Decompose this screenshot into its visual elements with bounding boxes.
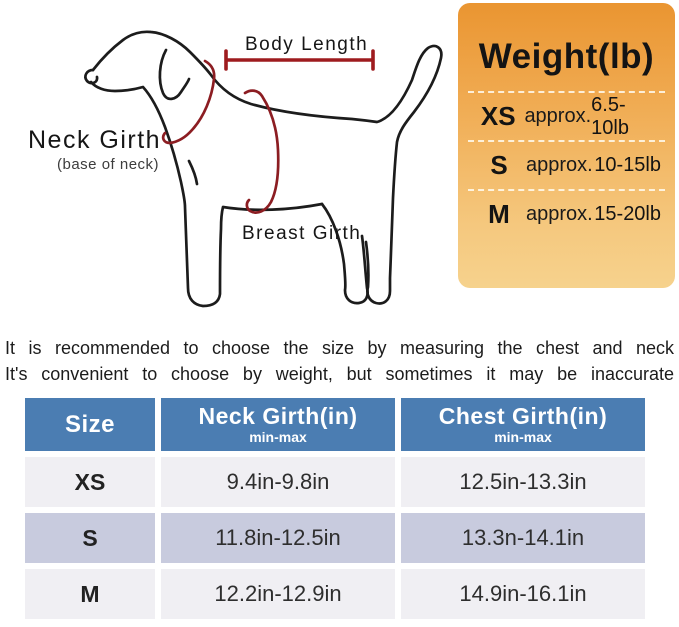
header-subtitle: min-max: [494, 429, 552, 445]
neck-girth-curve: [161, 59, 216, 145]
table-header-chest-girth: Chest Girth(in) min-max: [401, 398, 645, 451]
size-table: Size Neck Girth(in) min-max Chest Girth(…: [25, 398, 645, 619]
dog-outline-drawing: [84, 30, 443, 308]
weight-range-value: 6.5-10lb: [591, 93, 629, 139]
weight-panel-title: Weight(lb): [478, 37, 655, 76]
size-cell: S: [25, 513, 155, 563]
chest-girth-cell: 12.5in-13.3in: [401, 457, 645, 507]
body-length-label: Body Length: [245, 34, 369, 55]
dog-measurement-diagram: Body Length Neck Girth (base of neck) Br…: [28, 30, 443, 308]
breast-girth-label: Breast Girth: [242, 223, 362, 244]
dog-ear-path: [158, 48, 191, 101]
note-line-1: It is recommended to choose the size by …: [5, 338, 674, 358]
neck-girth-subtitle: (base of neck): [57, 156, 160, 173]
weight-row-m: M approx. 15-20lb: [468, 189, 665, 238]
neck-girth-cell: 11.8in-12.5in: [161, 513, 395, 563]
table-header-neck-girth: Neck Girth(in) min-max: [161, 398, 395, 451]
dog-rear-leg-path: [320, 202, 369, 305]
header-label: Neck Girth(in): [198, 403, 358, 429]
size-cell: M: [25, 569, 155, 619]
weight-size-label: M: [488, 199, 510, 229]
neck-girth-label: Neck Girth: [28, 126, 162, 154]
header-subtitle: min-max: [249, 429, 307, 445]
neck-girth-cell: 12.2in-12.9in: [161, 569, 395, 619]
note-line-2: It's convenient to choose by weight, but…: [5, 363, 674, 384]
weight-panel-rows: XS approx. 6.5-10lb S approx. 10-15lb M …: [468, 91, 665, 238]
size-cell: XS: [25, 457, 155, 507]
weight-range-value: 10-15lb: [594, 154, 661, 176]
body-length-measure-line: [224, 49, 375, 71]
weight-row-s: S approx. 10-15lb: [468, 140, 665, 189]
dog-chin-chest-leg-path: [89, 80, 324, 308]
header-label: Chest Girth(in): [438, 403, 608, 429]
weight-size-label: S: [490, 150, 508, 180]
weight-approx-label: approx.: [526, 203, 593, 225]
chest-girth-cell: 13.3n-14.1in: [401, 513, 645, 563]
neck-girth-cell: 9.4in-9.8in: [161, 457, 395, 507]
dog-far-front-leg-path: [187, 159, 199, 186]
weight-panel: Weight(lb) XS approx. 6.5-10lb S approx.…: [458, 3, 675, 288]
dog-outline-path: [91, 30, 443, 305]
weight-approx-label: approx.: [526, 154, 593, 176]
table-header-size: Size: [25, 398, 155, 451]
weight-size-label: XS: [480, 101, 516, 131]
weight-range-value: 15-20lb: [594, 203, 661, 225]
sizing-note: It is recommended to choose the size by …: [5, 336, 674, 387]
weight-row-xs: XS approx. 6.5-10lb: [468, 91, 665, 140]
chest-girth-cell: 14.9in-16.1in: [401, 569, 645, 619]
breast-girth-curve: [243, 89, 280, 214]
weight-approx-label: approx.: [524, 105, 592, 127]
dog-nose-path: [84, 68, 99, 85]
